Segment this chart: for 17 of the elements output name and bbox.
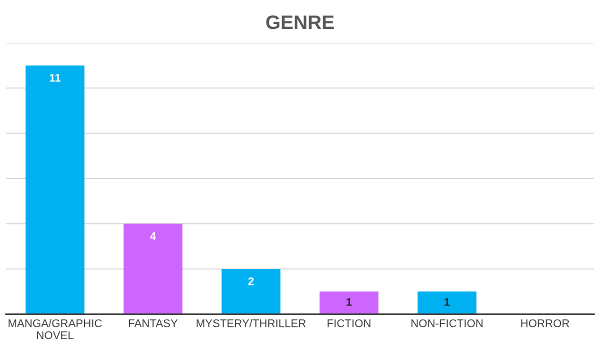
chart-title: GENRE [266, 15, 334, 30]
bar [320, 292, 378, 314]
bar [26, 65, 84, 314]
bar [124, 224, 182, 314]
x-tick-label: HORROR [521, 319, 570, 328]
bar [418, 292, 476, 314]
x-tick-label: FANTASY [129, 319, 178, 328]
x-tick-label: MANGA/GRAPHIC NOVEL [8, 319, 102, 340]
data-label: 2 [248, 277, 254, 286]
data-label: 4 [150, 232, 156, 240]
data-label: 1 [444, 298, 450, 306]
bar [222, 268, 280, 314]
data-label: 11 [50, 74, 61, 82]
x-tick-label: MYSTERY/THRILLER [196, 319, 306, 328]
x-tick-label: NON-FICTION [411, 319, 483, 328]
x-tick-label: FICTION [328, 319, 370, 328]
data-label: 1 [346, 298, 352, 306]
